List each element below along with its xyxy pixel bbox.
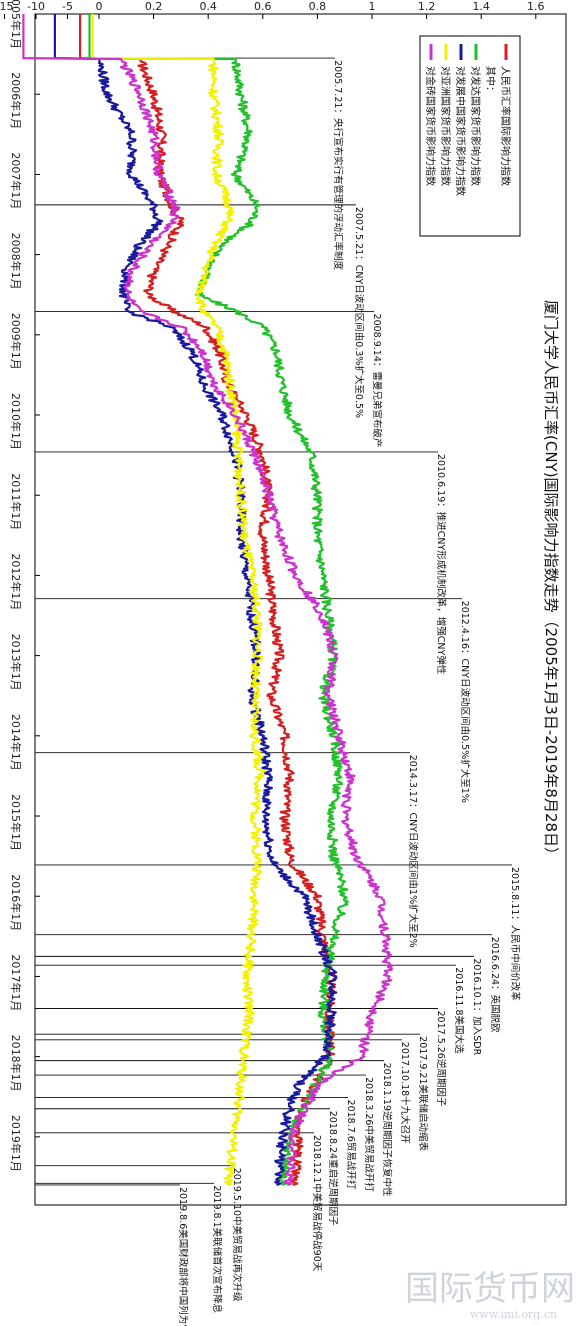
date-tick-label: 2014年1月 xyxy=(9,714,23,771)
value-tick-label: -5 xyxy=(62,0,73,13)
date-tick-label: 2010年1月 xyxy=(9,393,23,450)
date-tick-label: 2008年1月 xyxy=(9,233,23,290)
date-tick-label: 2005年1月 xyxy=(9,0,23,49)
legend-entry-label: 对发展中国家货币影响力指数 xyxy=(454,66,467,196)
date-tick-label: 2011年1月 xyxy=(9,473,23,530)
event-label: 2017.5.26逆周期因子 xyxy=(435,1011,447,1107)
event-label: 2019.5.10中美贸易战再次升级 xyxy=(231,1168,243,1302)
event-label: 2017.10.18十九大召开 xyxy=(399,1042,411,1144)
date-tick-label: 2018年1月 xyxy=(9,1035,23,1092)
date-tick-label: 2017年1月 xyxy=(9,954,23,1011)
event-label: 2019.8.6美国财政部将中国列为“汇率操纵国” xyxy=(177,1187,189,1326)
series-line xyxy=(88,14,349,1186)
legend-entry-label: 对金砖国家货币影响力指数 xyxy=(424,66,437,186)
event-label: 2018.3.26中美贸易战开打 xyxy=(363,1077,375,1192)
legend-entry-label: 对发达国家货币影响力指数 xyxy=(469,66,482,186)
legend-box xyxy=(419,35,521,237)
event-label: 2016.6.24：英国脱欧 xyxy=(489,937,501,1033)
legend: 人民币汇率国际影响力指数其中：对发达国家货币影响力指数对发展中国家货币影响力指数… xyxy=(419,35,521,237)
event-label: 2008.9.14：雷曼兄弟宣布破产 xyxy=(371,314,383,448)
legend-entry-label: 对亚洲国家货币影响力指数 xyxy=(439,66,452,186)
date-tick-label: 2007年1月 xyxy=(9,152,23,209)
series-layer xyxy=(22,14,394,1186)
event-labels: 2005.7.21：央行宣布实行有管理的浮动汇率制度 2007.5.21：CNY日… xyxy=(177,60,521,1326)
event-label: 2014.3.17：CNY日波动区间由1%扩大至2% xyxy=(407,755,419,948)
series-line xyxy=(91,14,266,1186)
date-tick-label: 2016年1月 xyxy=(9,874,23,931)
event-label: 2012.4.16：CNY日波动区间由0.5%扩大至1% xyxy=(459,601,471,803)
value-tick-label: 1.4 xyxy=(472,0,490,13)
event-label: 2005.7.21：央行宣布实行有管理的浮动汇率制度 xyxy=(332,60,344,270)
plot-frame xyxy=(34,13,567,1206)
legend-entry-label: 人民币汇率国际影响力指数 xyxy=(499,66,512,186)
event-label: 2019.8.1美联储首次宣布降息 xyxy=(211,1185,223,1313)
event-label: 2018.8.24重启逆周期因子 xyxy=(327,1111,339,1226)
series-line xyxy=(53,14,338,1186)
plot-border xyxy=(34,13,567,1206)
event-label: 2017.9.21美联储启动缩表 xyxy=(417,1036,429,1151)
event-label: 2007.5.21：CNY日波动区间由0.3%扩大至0.5% xyxy=(353,207,365,418)
date-tick-label: 2019年1月 xyxy=(9,1115,23,1172)
legend-entry-label: 其中： xyxy=(484,66,497,96)
event-label: 2015.8.11：人民币中间价改革 xyxy=(509,867,521,1001)
date-tick-label: 2013年1月 xyxy=(9,634,23,691)
date-tick-label: 2006年1月 xyxy=(9,72,23,129)
chart-title-text: 厦门大学人民币汇率(CNY)国际影响力指数走势（2005年1月3日-2019年8… xyxy=(542,300,560,862)
value-tick-label: 0.8 xyxy=(309,0,327,13)
value-tick-label: 1.6 xyxy=(527,0,545,13)
value-tick-label: -15 xyxy=(0,0,13,13)
event-label: 2018.1.19逆周期因子恢复中性 xyxy=(381,1063,393,1197)
event-label: 2016.11.8美国大选 xyxy=(453,967,465,1054)
value-tick-label: 0.6 xyxy=(254,0,272,13)
value-axis-ticks: -15 -10 -5 0 0.2 0.4 0.6 0.8 1 1.2 1.4 1.6 xyxy=(0,0,545,19)
value-tick-label: 0.2 xyxy=(145,0,163,13)
watermark-text: 国际货币网 xyxy=(405,1269,575,1309)
event-label: 2018.12.1中美贸易战停战90天 xyxy=(311,1135,323,1272)
value-tick-label: -10 xyxy=(27,0,45,13)
date-tick-label: 2009年1月 xyxy=(9,313,23,370)
value-tick-label: 0 xyxy=(96,0,103,13)
watermark-url: www.imi.org.cn xyxy=(470,1308,557,1321)
value-tick-label: 0.4 xyxy=(199,0,217,13)
event-label: 2018.7.6贸易战开打 xyxy=(345,1100,357,1190)
event-label: 2016.10.1：加入SDR xyxy=(471,958,482,1055)
value-tick-label: 1.2 xyxy=(418,0,436,13)
date-tick-label: 2012年1月 xyxy=(9,553,23,610)
series-line xyxy=(22,14,394,1186)
chart-title: 厦门大学人民币汇率(CNY)国际影响力指数走势（2005年1月3日-2019年8… xyxy=(542,300,560,862)
event-label: 2010.6.19：推进CNY形成机制改革，增强CNY弹性 xyxy=(435,454,447,675)
date-tick-label: 2015年1月 xyxy=(9,794,23,851)
date-axis-ticks: 2005年1月 2006年1月 2007年1月 2008年1月 2009年1月 2010年… xyxy=(9,0,40,1172)
value-tick-label: 1 xyxy=(369,0,376,13)
